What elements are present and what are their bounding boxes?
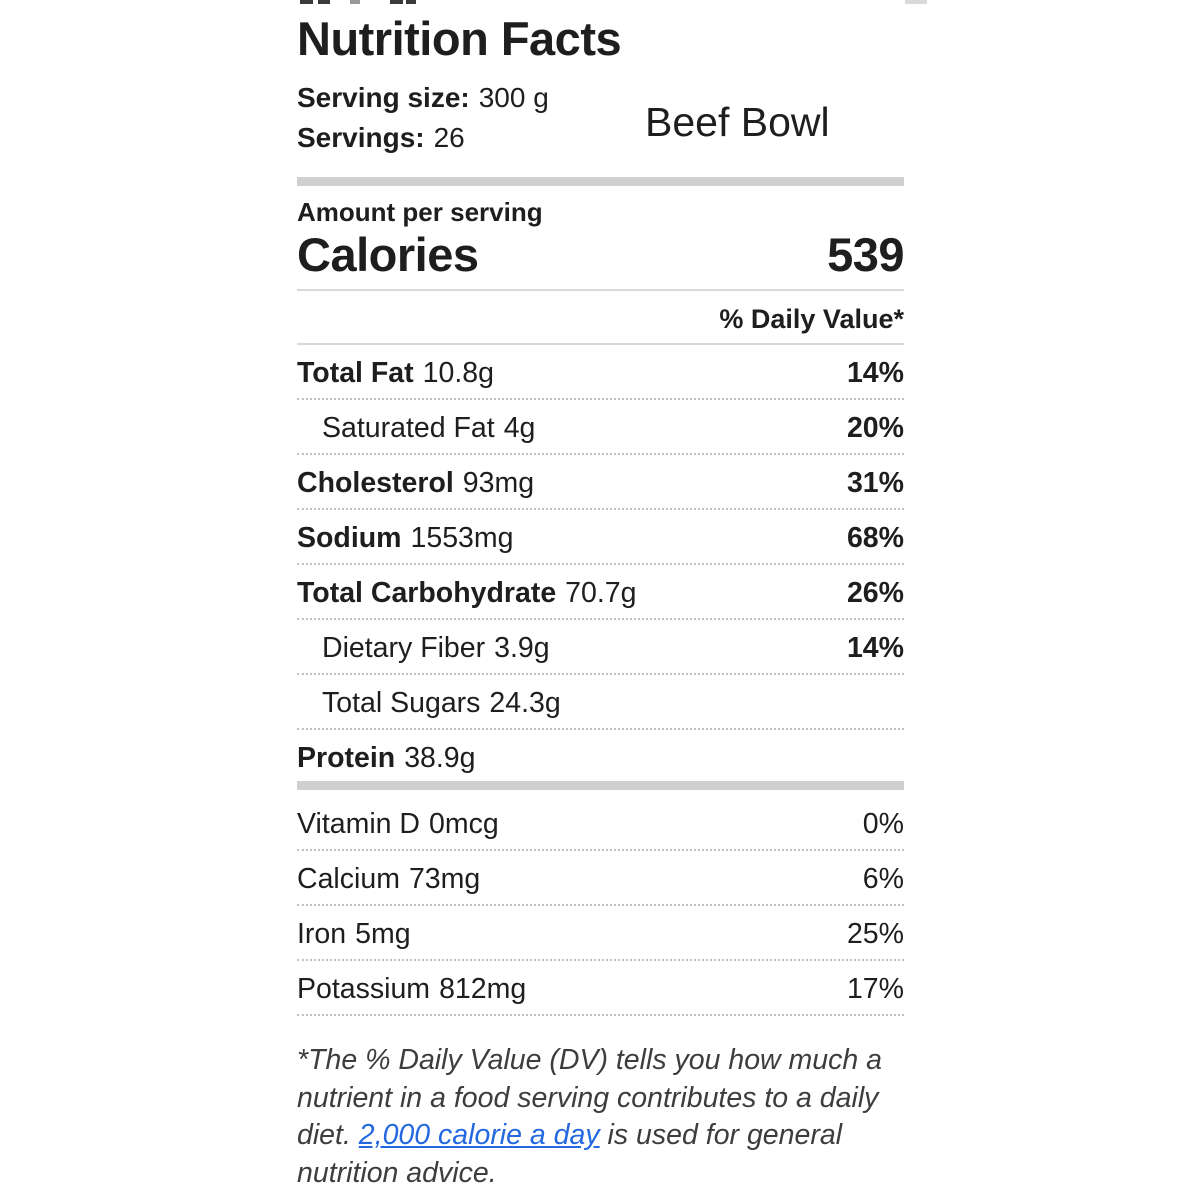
calories-row: Calories 539 [297, 231, 904, 279]
nutrient-name: Iron [297, 918, 347, 950]
nutrient-name: Total Carbohydrate [297, 577, 557, 609]
nutrient-name: Cholesterol [297, 467, 454, 499]
nutrient-amount: 3.9g [494, 632, 550, 664]
nutrient-name: Protein [297, 742, 396, 774]
servings-value: 26 [433, 122, 465, 153]
daily-value-footnote: *The % Daily Value (DV) tells you how mu… [297, 1042, 904, 1192]
nutrient-name: Saturated Fat [322, 412, 495, 444]
nutrient-name: Total Sugars [322, 687, 481, 719]
nutrient-name: Potassium [297, 973, 431, 1005]
footnote-text-before: *The % Daily Value (DV) tells you how mu… [297, 1044, 883, 1151]
nutrient-amount: 5mg [355, 918, 411, 950]
nutrient-amount: 73mg [408, 863, 481, 895]
section-divider-bar-bottom [297, 781, 904, 790]
table-row-potassium: Potassium 812mg 17% [297, 961, 904, 1016]
table-row-iron: Iron 5mg 25% [297, 906, 904, 961]
table-row-dietary-fiber: Dietary Fiber 3.9g 14% [297, 620, 904, 675]
nutrient-amount: 93mg [462, 467, 535, 499]
table-row-protein: Protein 38.9g [297, 730, 904, 781]
nutrition-facts-label: Nutrition Facts Serving size: 300 g Servi… [297, 14, 904, 1192]
nutrient-amount: 70.7g [565, 577, 637, 609]
nutrient-name: Calcium [297, 863, 400, 895]
divider-line [297, 289, 904, 291]
nutrient-dv: 25% [846, 918, 904, 950]
nutrient-amount: 4g [503, 412, 536, 444]
calorie-info-link[interactable]: 2,000 calorie a day [358, 1119, 600, 1151]
nutrient-dv: 26% [846, 577, 904, 609]
table-row-vitamin-d: Vitamin D 0mcg 0% [297, 790, 904, 851]
table-row-calcium: Calcium 73mg 6% [297, 851, 904, 906]
section-divider-bar-top [297, 177, 904, 186]
nutrient-amount: 24.3g [489, 687, 561, 719]
nutrient-amount: 10.8g [422, 357, 494, 389]
table-row-total-sugars: Total Sugars 24.3g [297, 675, 904, 730]
nutrient-dv: 68% [846, 522, 904, 554]
footnote-text-after: is used for general nutrition advice. [297, 1119, 843, 1189]
table-row-cholesterol: Cholesterol 93mg 31% [297, 455, 904, 510]
nutrient-dv: 20% [846, 412, 904, 444]
nutrient-dv: 17% [846, 973, 904, 1005]
nutrient-name: Vitamin D [297, 808, 421, 840]
nutrient-name: Sodium [297, 522, 402, 554]
table-row-total-carbohydrate: Total Carbohydrate 70.7g 26% [297, 565, 904, 620]
nutrient-dv: 6% [862, 863, 904, 895]
nutrient-amount: 38.9g [404, 742, 476, 774]
nutrient-amount: 0mcg [429, 808, 499, 840]
nutrient-name: Dietary Fiber [322, 632, 486, 664]
product-name: Beef Bowl [645, 99, 830, 145]
daily-value-header: % Daily Value* [719, 304, 904, 334]
nutrient-name: Total Fat [297, 357, 414, 389]
divider-line [297, 343, 904, 345]
micronutrient-section: Vitamin D 0mcg 0% Calcium 73mg 6% Iron 5mg … [297, 790, 904, 1016]
nutrient-dv: 31% [846, 467, 904, 499]
servings-label: Servings: [297, 122, 425, 153]
serving-size-value: 300 g [478, 82, 549, 113]
table-row-sodium: Sodium 1553mg 68% [297, 510, 904, 565]
nutrition-facts-title: Nutrition Facts [297, 12, 622, 65]
label-header: Nutrition Facts Serving size: 300 g Servi… [297, 14, 904, 177]
nutrient-dv: 14% [846, 357, 904, 389]
nutrient-dv: 0% [862, 808, 904, 840]
amount-per-serving-label: Amount per serving [297, 197, 543, 227]
nutrient-amount: 812mg [439, 973, 527, 1005]
serving-size-label: Serving size: [297, 82, 470, 113]
table-row-saturated-fat: Saturated Fat 4g 20% [297, 400, 904, 455]
calories-label: Calories [297, 228, 479, 281]
nutrient-amount: 1553mg [410, 522, 514, 554]
nutrient-dv: 14% [846, 632, 904, 664]
nutrient-section: Total Fat 10.8g 14% Saturated Fat 4g 20% C… [297, 345, 904, 781]
calories-value: 539 [827, 228, 904, 281]
table-row-total-fat: Total Fat 10.8g 14% [297, 345, 904, 400]
servings-line: Servings: 26 [297, 122, 465, 154]
serving-size-line: Serving size: 300 g [297, 82, 549, 114]
cropped-content-artifacts [0, 0, 1200, 4]
